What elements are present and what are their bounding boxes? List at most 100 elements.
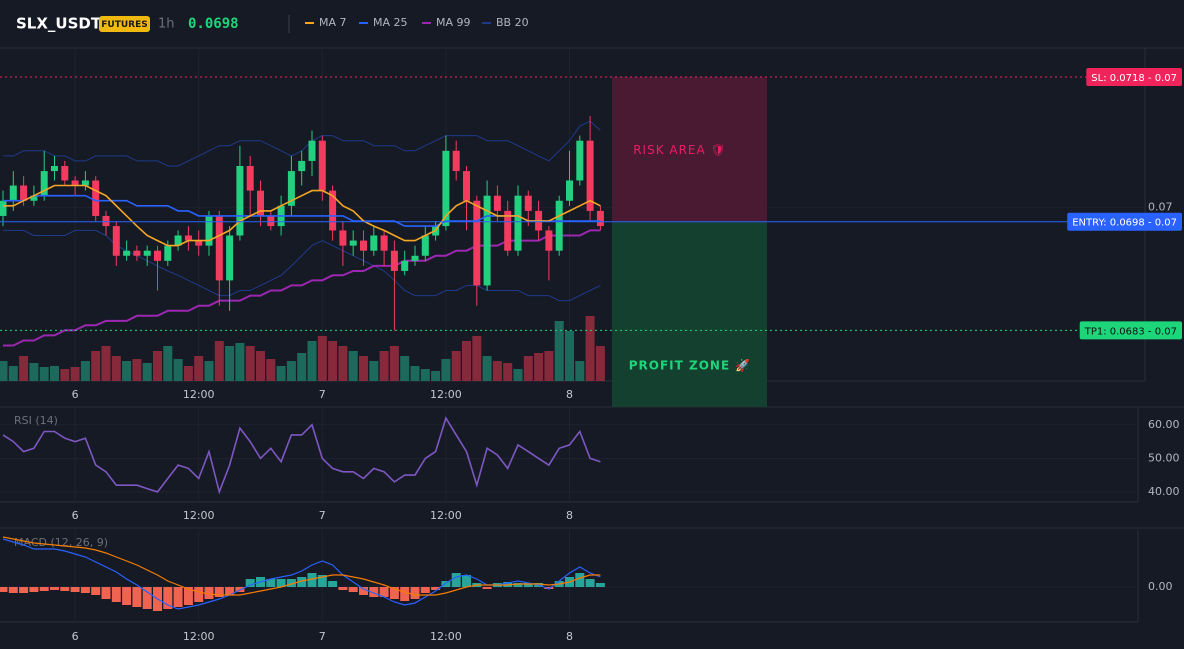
x-tick-label: 12:00 (183, 630, 215, 643)
macd-histogram-bar (307, 573, 317, 587)
candle-body (318, 140, 326, 191)
volume-bar (462, 341, 471, 381)
volume-bar (503, 363, 513, 381)
candle-body (421, 235, 429, 256)
legend-label: BB 20 (496, 16, 529, 29)
level-label: TP1: 0.0683 - 0.07 (1084, 326, 1177, 337)
candle-body (401, 260, 409, 271)
macd-histogram-bar (29, 587, 39, 592)
macd-histogram-bar (70, 587, 80, 592)
candle-body (164, 245, 172, 261)
candle-body (390, 250, 398, 271)
volume-bar (472, 336, 482, 381)
volume-bar (534, 353, 544, 381)
volume-bar (595, 346, 605, 381)
y-tick-label: 60.00 (1148, 418, 1180, 431)
macd-line (2, 538, 601, 610)
level-label-bg (1067, 212, 1182, 231)
volume-bar (513, 369, 523, 381)
macd-histogram-bar (317, 575, 327, 587)
macd-histogram-bar (173, 587, 183, 607)
volume-bar (235, 343, 245, 381)
volume-bar (400, 356, 410, 381)
macd-histogram-bar (50, 587, 59, 590)
volume-bar (153, 351, 162, 381)
macd-histogram-bar (0, 587, 8, 592)
profit-zone (612, 221, 767, 407)
candle-body (112, 226, 120, 256)
macd-histogram-bar (194, 587, 204, 602)
volume-bar (163, 346, 173, 381)
candle-body (257, 190, 264, 216)
volume-bar (183, 366, 193, 381)
volume-bar (369, 361, 379, 381)
x-tick-label: 8 (566, 388, 573, 401)
candle-body (195, 240, 203, 246)
volume-bar (441, 359, 451, 381)
candle-body (71, 180, 79, 186)
macd-histogram-bar (482, 587, 492, 589)
macd-histogram-bar (379, 587, 389, 597)
volume-bar (523, 356, 533, 381)
macd-histogram-bar (163, 587, 173, 609)
macd-histogram-bar (183, 587, 193, 605)
volume-bar (544, 351, 554, 381)
ma-line (3, 184, 601, 247)
price: 0.0698 (188, 16, 239, 32)
candle-body (524, 195, 532, 211)
macd-histogram-bar (142, 587, 152, 609)
macd-histogram-bar (523, 583, 533, 587)
volume-bar (307, 341, 317, 381)
volume-bar (39, 367, 49, 381)
candle-body (596, 210, 604, 227)
volume-bar (359, 356, 368, 381)
macd-histogram-bar (132, 587, 142, 607)
candle-body (360, 240, 367, 251)
candle-body (236, 165, 244, 236)
candle-body (349, 240, 357, 246)
macd-histogram-bar (389, 587, 399, 599)
volume-bar (286, 361, 296, 381)
candle-body (380, 235, 388, 251)
x-tick-label: 6 (72, 509, 79, 522)
macd-histogram-bar (60, 587, 70, 591)
x-tick-label: 12:00 (430, 630, 462, 643)
candle-body (473, 200, 481, 286)
candle-body (308, 140, 316, 161)
volume-bar (142, 363, 152, 381)
volume-bar (276, 366, 286, 381)
candle-body (215, 215, 223, 281)
candle-body (514, 195, 522, 251)
macd-histogram-bar (513, 583, 523, 587)
candle-body (267, 215, 275, 227)
candle-body (339, 230, 347, 246)
legend-label: MA 25 (373, 16, 408, 29)
level-label-group: TP1: 0.0683 - 0.07 (1079, 321, 1182, 340)
macd-histogram-bar (400, 587, 410, 601)
volume-bar (492, 361, 502, 381)
x-tick-label: 7 (319, 388, 326, 401)
macd-histogram-bar (575, 573, 585, 587)
candle-body (298, 160, 306, 172)
volume-bar (19, 356, 29, 381)
macd-histogram-bar (410, 587, 420, 599)
volume-bar (173, 359, 183, 381)
volume-bar (317, 336, 327, 381)
zone-label: PROFIT ZONE 🚀 (629, 359, 752, 373)
macd-histogram-bar (420, 587, 430, 593)
candle-body (9, 185, 17, 201)
volume-bar (482, 356, 492, 381)
candle-body (246, 165, 254, 191)
interval: 1h (158, 17, 175, 32)
macd-histogram-bar (348, 587, 358, 592)
volume-bar (431, 371, 441, 381)
volume-bar (554, 321, 564, 381)
volume-bar (132, 359, 142, 381)
x-tick-label: 7 (319, 630, 326, 643)
x-tick-label: 6 (72, 630, 79, 643)
bb-lower (3, 229, 601, 302)
y-tick-label: 0.00 (1148, 580, 1173, 593)
macd-histogram-bar (328, 581, 338, 587)
